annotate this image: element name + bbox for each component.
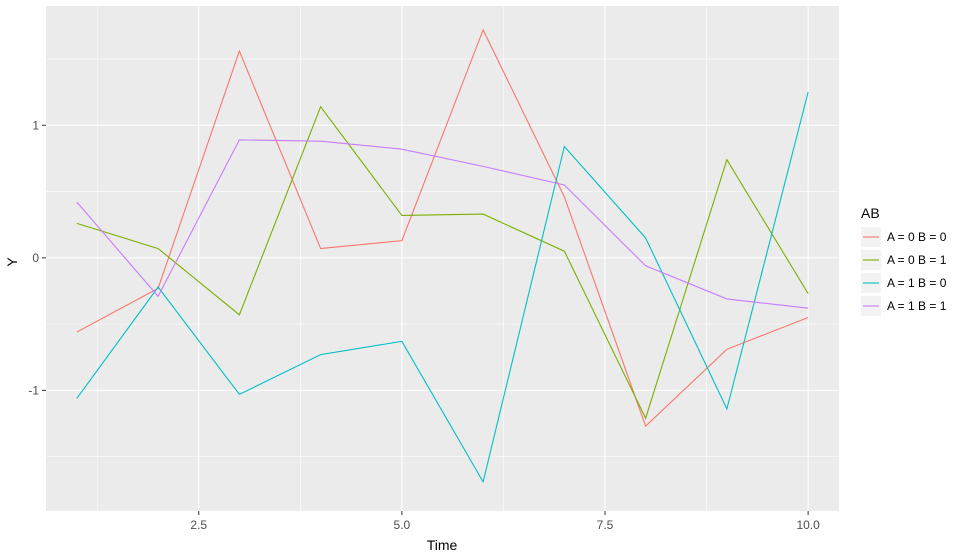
minor-gridlines bbox=[46, 6, 839, 511]
x-tick-label: 5.0 bbox=[394, 518, 411, 532]
series-line-1 bbox=[76, 28, 809, 428]
y-tick-label: 1 bbox=[32, 118, 39, 132]
x-axis: 2.5 5.0 7.5 10.0 bbox=[190, 511, 820, 532]
y-axis-title: Y bbox=[4, 257, 20, 267]
x-tick-label: 2.5 bbox=[190, 518, 207, 532]
legend: AB A = 0 B = 0 A = 0 B = 1 A = 1 B = 0 A = … bbox=[861, 205, 947, 316]
series-layer bbox=[76, 28, 809, 484]
x-axis-title: Time bbox=[427, 537, 458, 553]
y-tick-label: 0 bbox=[32, 251, 39, 265]
legend-label-3: A = 1 B = 0 bbox=[887, 276, 947, 290]
y-axis: -1 0 1 bbox=[28, 118, 46, 397]
x-tick-label: 10.0 bbox=[796, 518, 820, 532]
series-line-3 bbox=[76, 92, 809, 484]
legend-title: AB bbox=[861, 205, 880, 221]
legend-label-4: A = 1 B = 1 bbox=[887, 299, 947, 313]
y-tick-label: -1 bbox=[28, 383, 39, 397]
series-line-2 bbox=[76, 105, 809, 420]
legend-label-1: A = 0 B = 0 bbox=[887, 230, 947, 244]
series-line-4 bbox=[76, 139, 809, 309]
x-tick-label: 7.5 bbox=[597, 518, 614, 532]
plot-panel bbox=[46, 6, 839, 511]
legend-label-2: A = 0 B = 1 bbox=[887, 253, 947, 267]
